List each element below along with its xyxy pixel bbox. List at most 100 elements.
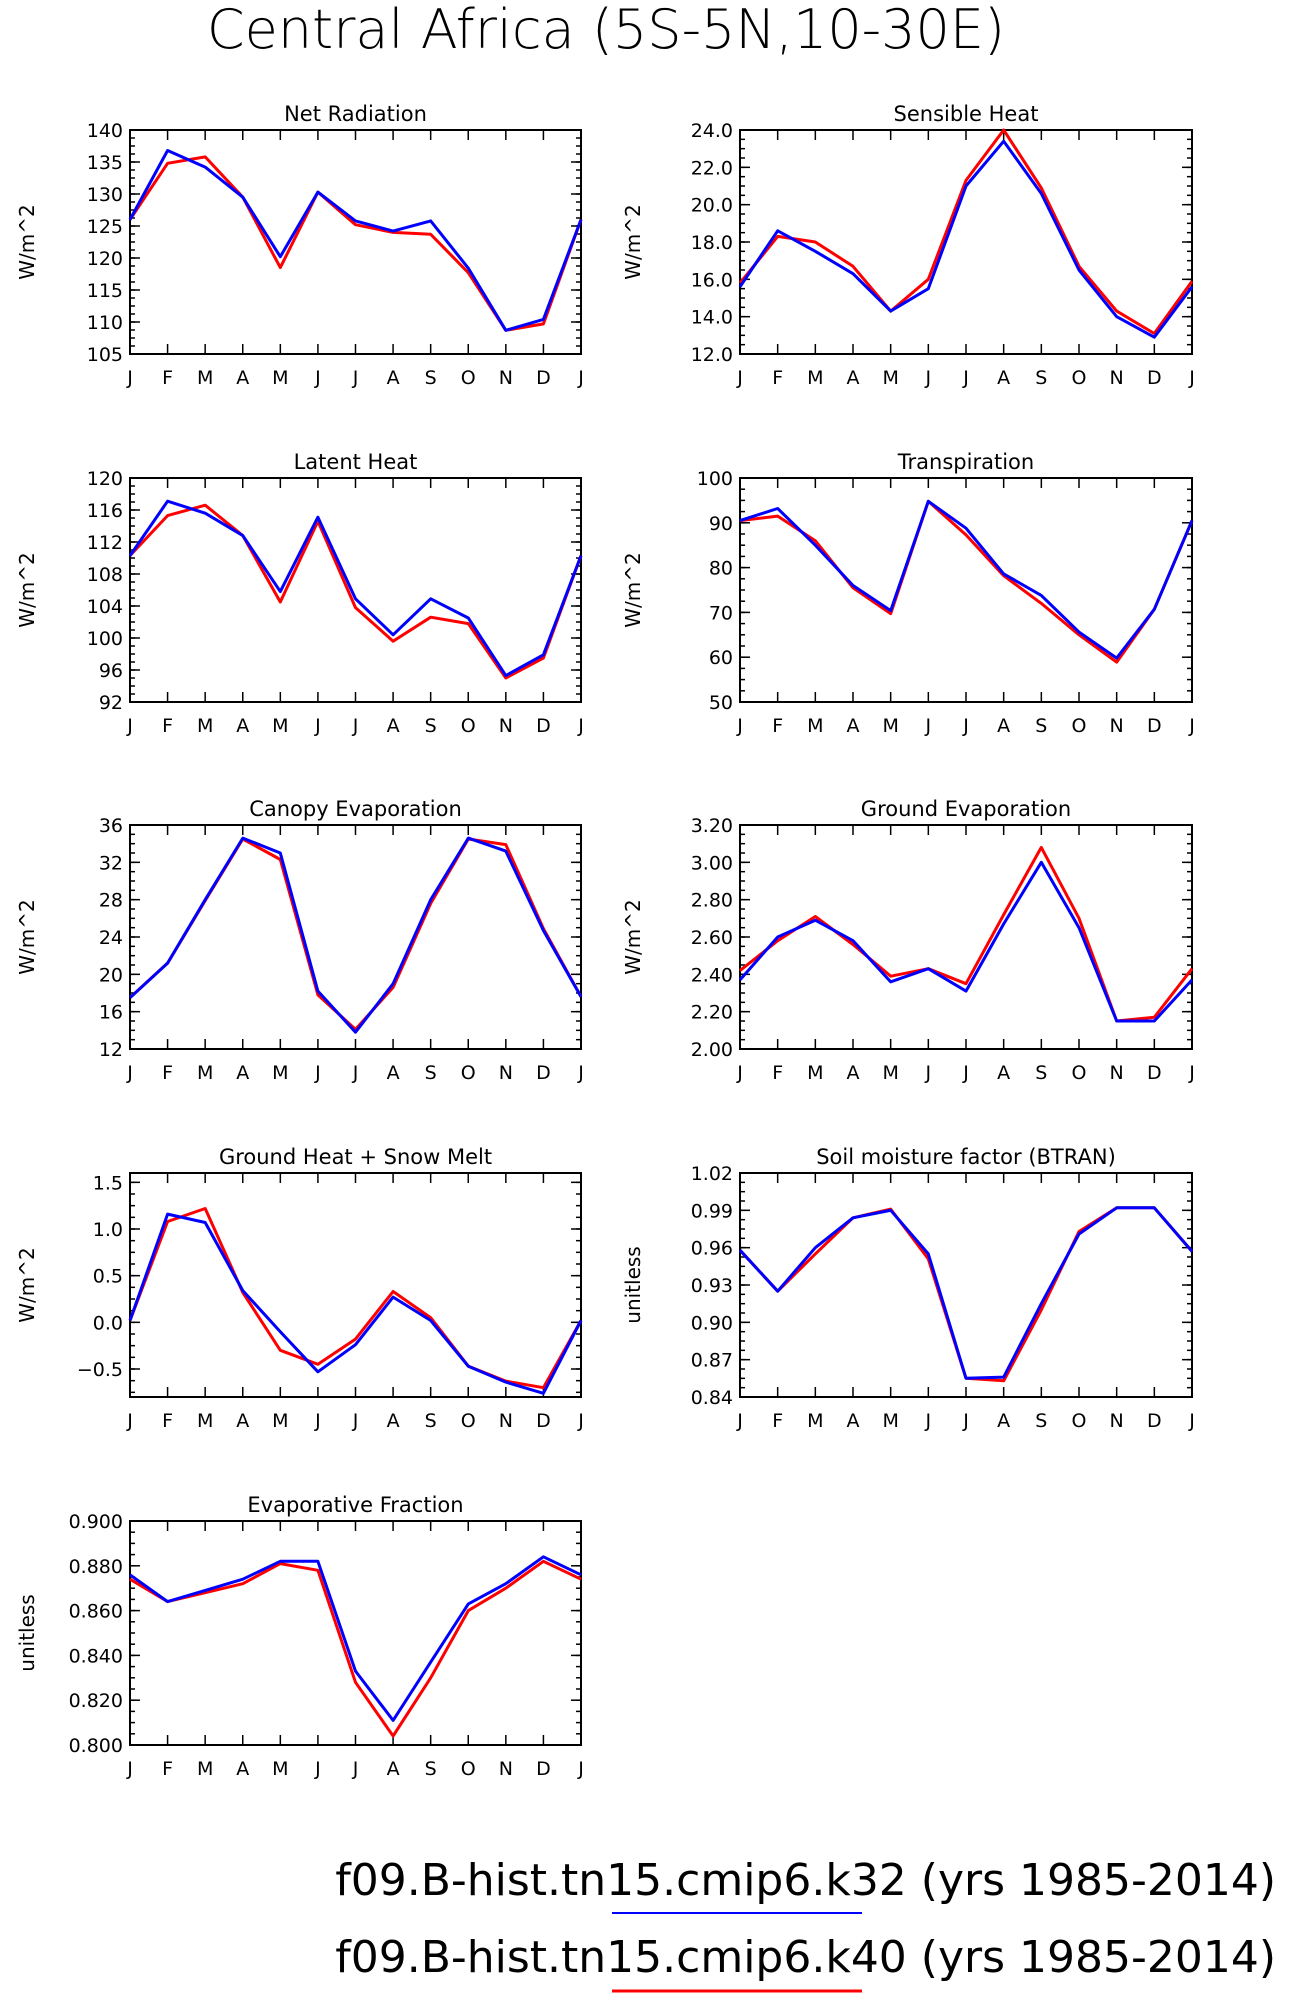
y-tick-label: 2.80 bbox=[691, 890, 733, 912]
panel-net-radiation: J F M A M J J A S O N D J105110115120125130135140Net… bbox=[15, 102, 584, 389]
x-tick-label: J bbox=[736, 1410, 743, 1432]
y-tick-label: 105 bbox=[87, 344, 123, 366]
x-tick-label: S bbox=[425, 1410, 437, 1432]
x-tick-label: M bbox=[197, 1758, 213, 1780]
x-tick-label: J bbox=[577, 715, 584, 737]
x-tick-label: J bbox=[925, 715, 932, 737]
figure-title: Central Africa (5S-5N,10-30E) bbox=[207, 0, 1005, 61]
y-tick-label: 112 bbox=[87, 532, 123, 554]
x-tick-label: F bbox=[162, 1410, 173, 1432]
x-tick-label: N bbox=[499, 1410, 513, 1432]
y-tick-label: 18.0 bbox=[691, 232, 733, 254]
x-tick-label: D bbox=[536, 1062, 551, 1084]
series-line-k40 bbox=[739, 499, 1194, 664]
x-tick-label: S bbox=[425, 367, 437, 389]
panel-title: Evaporative Fraction bbox=[247, 1493, 463, 1517]
x-tick-label: J bbox=[126, 1410, 133, 1432]
y-axis-label: unitless bbox=[15, 1594, 39, 1671]
x-tick-label: M bbox=[807, 367, 823, 389]
x-tick-label: A bbox=[236, 367, 249, 389]
x-tick-label: S bbox=[1035, 367, 1047, 389]
x-tick-label: N bbox=[1110, 1062, 1124, 1084]
x-tick-label: A bbox=[387, 1410, 400, 1432]
x-tick-label: J bbox=[736, 715, 743, 737]
y-axis-label: W/m^2 bbox=[15, 1247, 39, 1322]
y-tick-label: 0.99 bbox=[691, 1200, 733, 1222]
y-tick-label: 80 bbox=[709, 558, 733, 580]
x-tick-label: A bbox=[847, 1410, 860, 1432]
x-tick-label: N bbox=[499, 715, 513, 737]
x-tick-label: A bbox=[236, 1758, 249, 1780]
y-tick-label: 0.800 bbox=[69, 1735, 123, 1757]
x-tick-label: O bbox=[461, 1410, 476, 1432]
x-tick-label: J bbox=[962, 1062, 969, 1084]
x-tick-label: S bbox=[1035, 1410, 1047, 1432]
plot-frame bbox=[739, 477, 1193, 703]
x-tick-label: D bbox=[1147, 715, 1162, 737]
x-tick-label: J bbox=[314, 1062, 321, 1084]
x-tick-label: A bbox=[847, 715, 860, 737]
y-tick-label: −0.5 bbox=[77, 1359, 123, 1381]
y-tick-label: 104 bbox=[87, 596, 123, 618]
x-tick-label: A bbox=[997, 1410, 1010, 1432]
y-tick-label: 140 bbox=[87, 120, 123, 142]
panel-title: Latent Heat bbox=[294, 450, 418, 474]
y-tick-label: 0.840 bbox=[69, 1645, 123, 1667]
plot-frame bbox=[129, 1520, 582, 1746]
x-tick-label: D bbox=[536, 367, 551, 389]
series-line-k40 bbox=[128, 503, 583, 680]
x-tick-label: M bbox=[807, 1062, 823, 1084]
x-tick-label: J bbox=[126, 367, 133, 389]
y-tick-label: 0.93 bbox=[691, 1275, 733, 1297]
y-tick-label: 70 bbox=[709, 602, 733, 624]
x-tick-label: F bbox=[772, 367, 783, 389]
y-tick-label: 1.5 bbox=[93, 1172, 123, 1194]
series-line-k32 bbox=[129, 1555, 582, 1722]
plot-frame bbox=[739, 824, 1193, 1050]
panel-ground-heat-snow-melt: J F M A M J J A S O N D J −0.5 0.0 0.5 1.0 1.5 Ground Heat… bbox=[15, 1145, 584, 1432]
y-tick-label: 2.00 bbox=[691, 1039, 733, 1061]
series-line-k32 bbox=[128, 836, 583, 1034]
x-tick-label: M bbox=[197, 367, 213, 389]
y-tick-label: 2.20 bbox=[691, 1002, 733, 1024]
x-tick-label: F bbox=[162, 1062, 173, 1084]
panel-sensible-heat: J F M A M J J A S O N D J12.014.016.018.020.022.024.… bbox=[621, 102, 1195, 389]
series-line-k32 bbox=[738, 860, 1194, 1023]
x-tick-label: F bbox=[162, 715, 173, 737]
x-tick-label: J bbox=[962, 1410, 969, 1432]
x-tick-label: M bbox=[197, 715, 213, 737]
y-tick-label: 0.90 bbox=[691, 1312, 733, 1334]
y-tick-label: 24.0 bbox=[691, 120, 733, 142]
x-tick-label: J bbox=[352, 1062, 359, 1084]
panel-title: Ground Evaporation bbox=[861, 797, 1071, 821]
y-tick-label: 16.0 bbox=[691, 269, 733, 291]
x-tick-label: S bbox=[425, 715, 437, 737]
series-line-k40 bbox=[128, 155, 583, 332]
y-tick-label: 20 bbox=[99, 964, 123, 986]
x-tick-label: F bbox=[772, 1062, 783, 1084]
panel-ground-evaporation: J F M A M J J A S O N D J2.002.202.402.602.803.003.2… bbox=[621, 797, 1195, 1084]
series-line-k32 bbox=[738, 139, 1194, 339]
series-line-k40 bbox=[738, 128, 1194, 335]
y-tick-label: 2.60 bbox=[691, 927, 733, 949]
x-tick-label: F bbox=[772, 1410, 783, 1432]
x-tick-label: O bbox=[461, 715, 476, 737]
x-tick-label: J bbox=[126, 715, 133, 737]
panel-title: Sensible Heat bbox=[894, 102, 1039, 126]
x-tick-label: J bbox=[126, 1062, 133, 1084]
y-axis-label: W/m^2 bbox=[15, 552, 39, 627]
y-tick-label: 24 bbox=[99, 927, 123, 949]
x-tick-label: M bbox=[272, 715, 288, 737]
panel-transpiration: J F M A M J J A S O N D J5060708090100TranspirationW… bbox=[621, 450, 1195, 737]
y-tick-label: 14.0 bbox=[691, 307, 733, 329]
x-tick-label: A bbox=[387, 367, 400, 389]
panel-title: Soil moisture factor (BTRAN) bbox=[816, 1145, 1116, 1169]
panel-latent-heat: J F M A M J J A S O N D J9296100104108112116120Laten… bbox=[15, 450, 584, 737]
x-tick-label: N bbox=[1110, 715, 1124, 737]
x-tick-label: M bbox=[882, 1410, 898, 1432]
y-tick-label: 0.880 bbox=[69, 1556, 123, 1578]
y-tick-label: 100 bbox=[87, 628, 123, 650]
x-tick-label: J bbox=[126, 1758, 133, 1780]
panel-title: Ground Heat + Snow Melt bbox=[219, 1145, 492, 1169]
x-tick-label: J bbox=[736, 1062, 743, 1084]
